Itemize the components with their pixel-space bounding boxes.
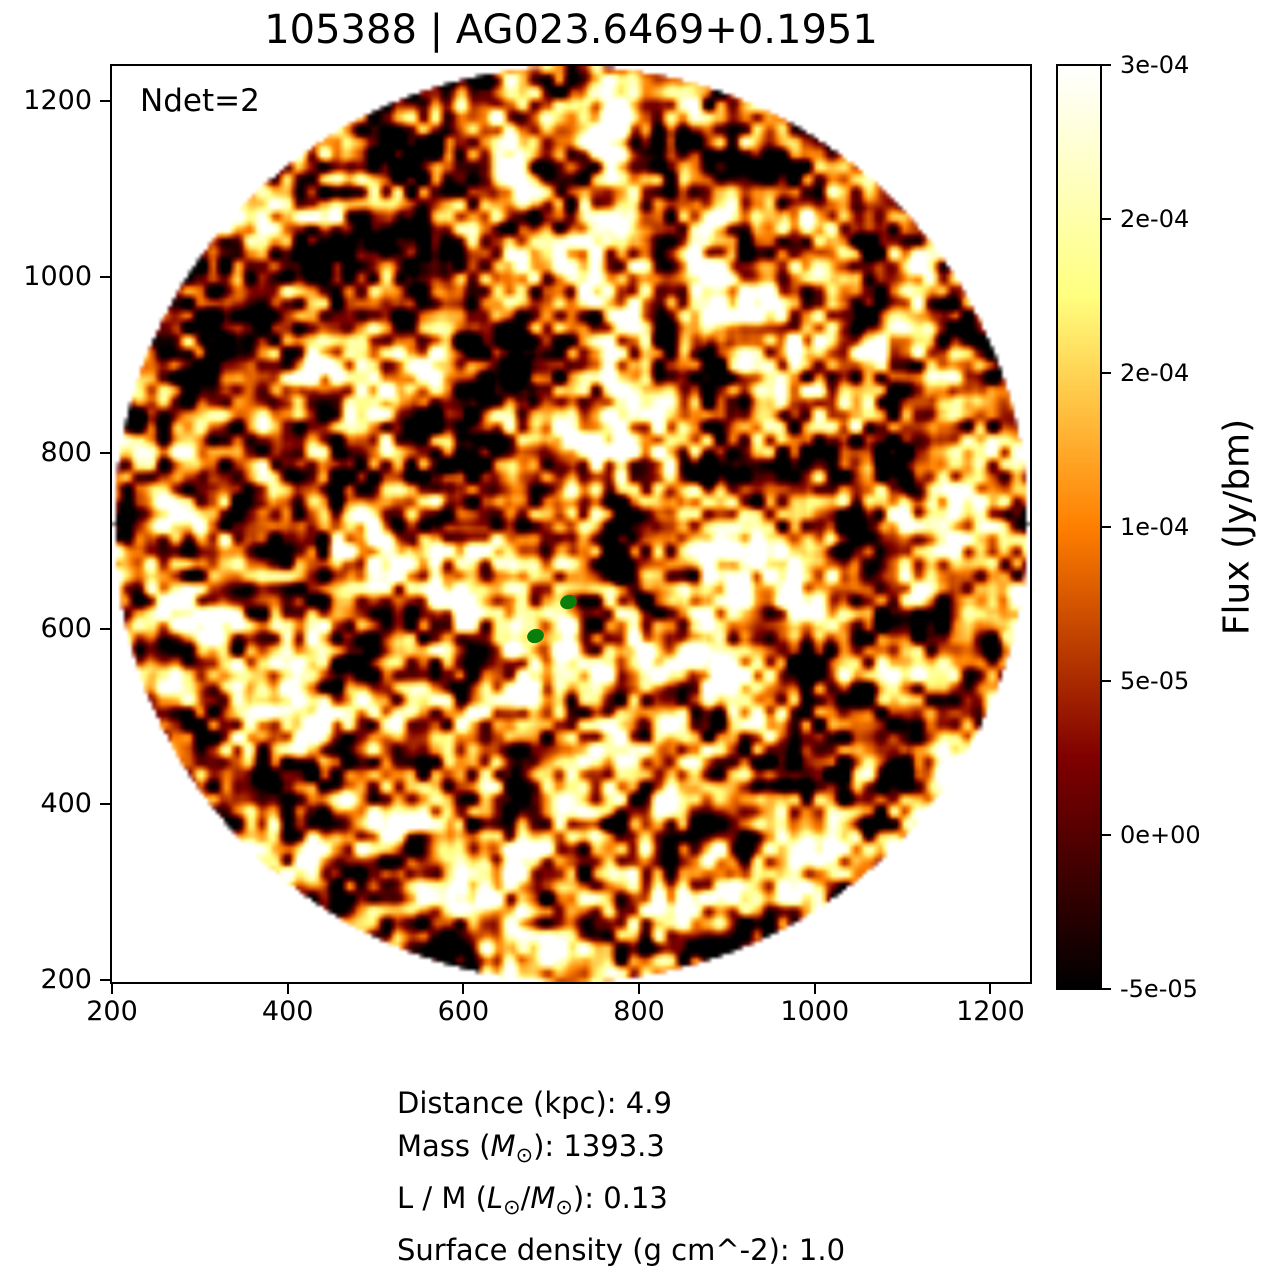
footer-line: Surface density (g cm^-2): 1.0: [397, 1232, 846, 1267]
ndet-annotation: Ndet=2: [140, 83, 260, 119]
y-tick: [100, 100, 110, 103]
colorbar-tick-label: 0e+00: [1120, 821, 1201, 849]
y-tick-label: 400: [40, 788, 92, 820]
colorbar-tick-label: -5e-05: [1120, 975, 1198, 1003]
colorbar-tick: [1102, 218, 1111, 220]
x-tick: [286, 984, 289, 994]
y-tick-label: 200: [40, 964, 92, 996]
colorbar-tick: [1102, 834, 1111, 836]
x-tick: [462, 984, 465, 994]
x-tick-label: 400: [261, 996, 314, 1027]
colorbar-tick-label: 2e-04: [1120, 359, 1190, 387]
x-tick: [638, 984, 641, 994]
footer-line: Distance (kpc): 4.9: [397, 1086, 672, 1120]
x-tick-label: 200: [86, 996, 138, 1027]
colorbar-tick-label: 1e-04: [1120, 513, 1190, 541]
flux-map-image: [112, 66, 1030, 982]
y-tick: [100, 979, 110, 982]
colorbar-tick: [1102, 988, 1111, 990]
colorbar-tick: [1102, 64, 1111, 66]
x-tick-label: 1200: [956, 996, 1025, 1027]
footer-line: Mass (M⊙): 1393.3: [397, 1129, 665, 1167]
colorbar-tick: [1102, 372, 1111, 374]
plot-title: 105388 | AG023.6469+0.1951: [264, 7, 878, 53]
colorbar: [1056, 64, 1102, 990]
colorbar-tick: [1102, 526, 1111, 528]
y-tick: [100, 275, 110, 278]
x-tick-label: 600: [437, 996, 490, 1027]
x-tick-label: 1000: [780, 996, 850, 1027]
y-tick: [100, 803, 110, 806]
colorbar-tick-label: 5e-05: [1120, 667, 1190, 695]
y-tick-label: 1200: [23, 85, 92, 117]
y-tick-label: 800: [40, 436, 92, 468]
x-tick: [989, 984, 992, 994]
colorbar-gradient: [1058, 66, 1100, 988]
footer-lines: Distance (kpc): 4.9 Mass (M⊙): 1393.3 L / …: [397, 1082, 845, 1267]
x-tick-label: 800: [613, 996, 665, 1027]
colorbar-tick: [1102, 680, 1111, 682]
y-tick: [100, 451, 110, 454]
footer-line: L / M (L⊙/M⊙): 0.13: [397, 1180, 668, 1219]
colorbar-tick-label: 2e-04: [1120, 205, 1190, 233]
colorbar-tick-label: 3e-04: [1120, 51, 1190, 79]
x-tick: [813, 984, 816, 994]
x-tick: [111, 984, 113, 994]
y-tick-label: 600: [40, 612, 92, 644]
y-tick: [100, 627, 110, 630]
plot-axes: Ndet=2: [110, 64, 1032, 984]
y-tick-label: 1000: [23, 260, 92, 292]
colorbar-label: Flux (Jy/bm): [1216, 418, 1258, 636]
